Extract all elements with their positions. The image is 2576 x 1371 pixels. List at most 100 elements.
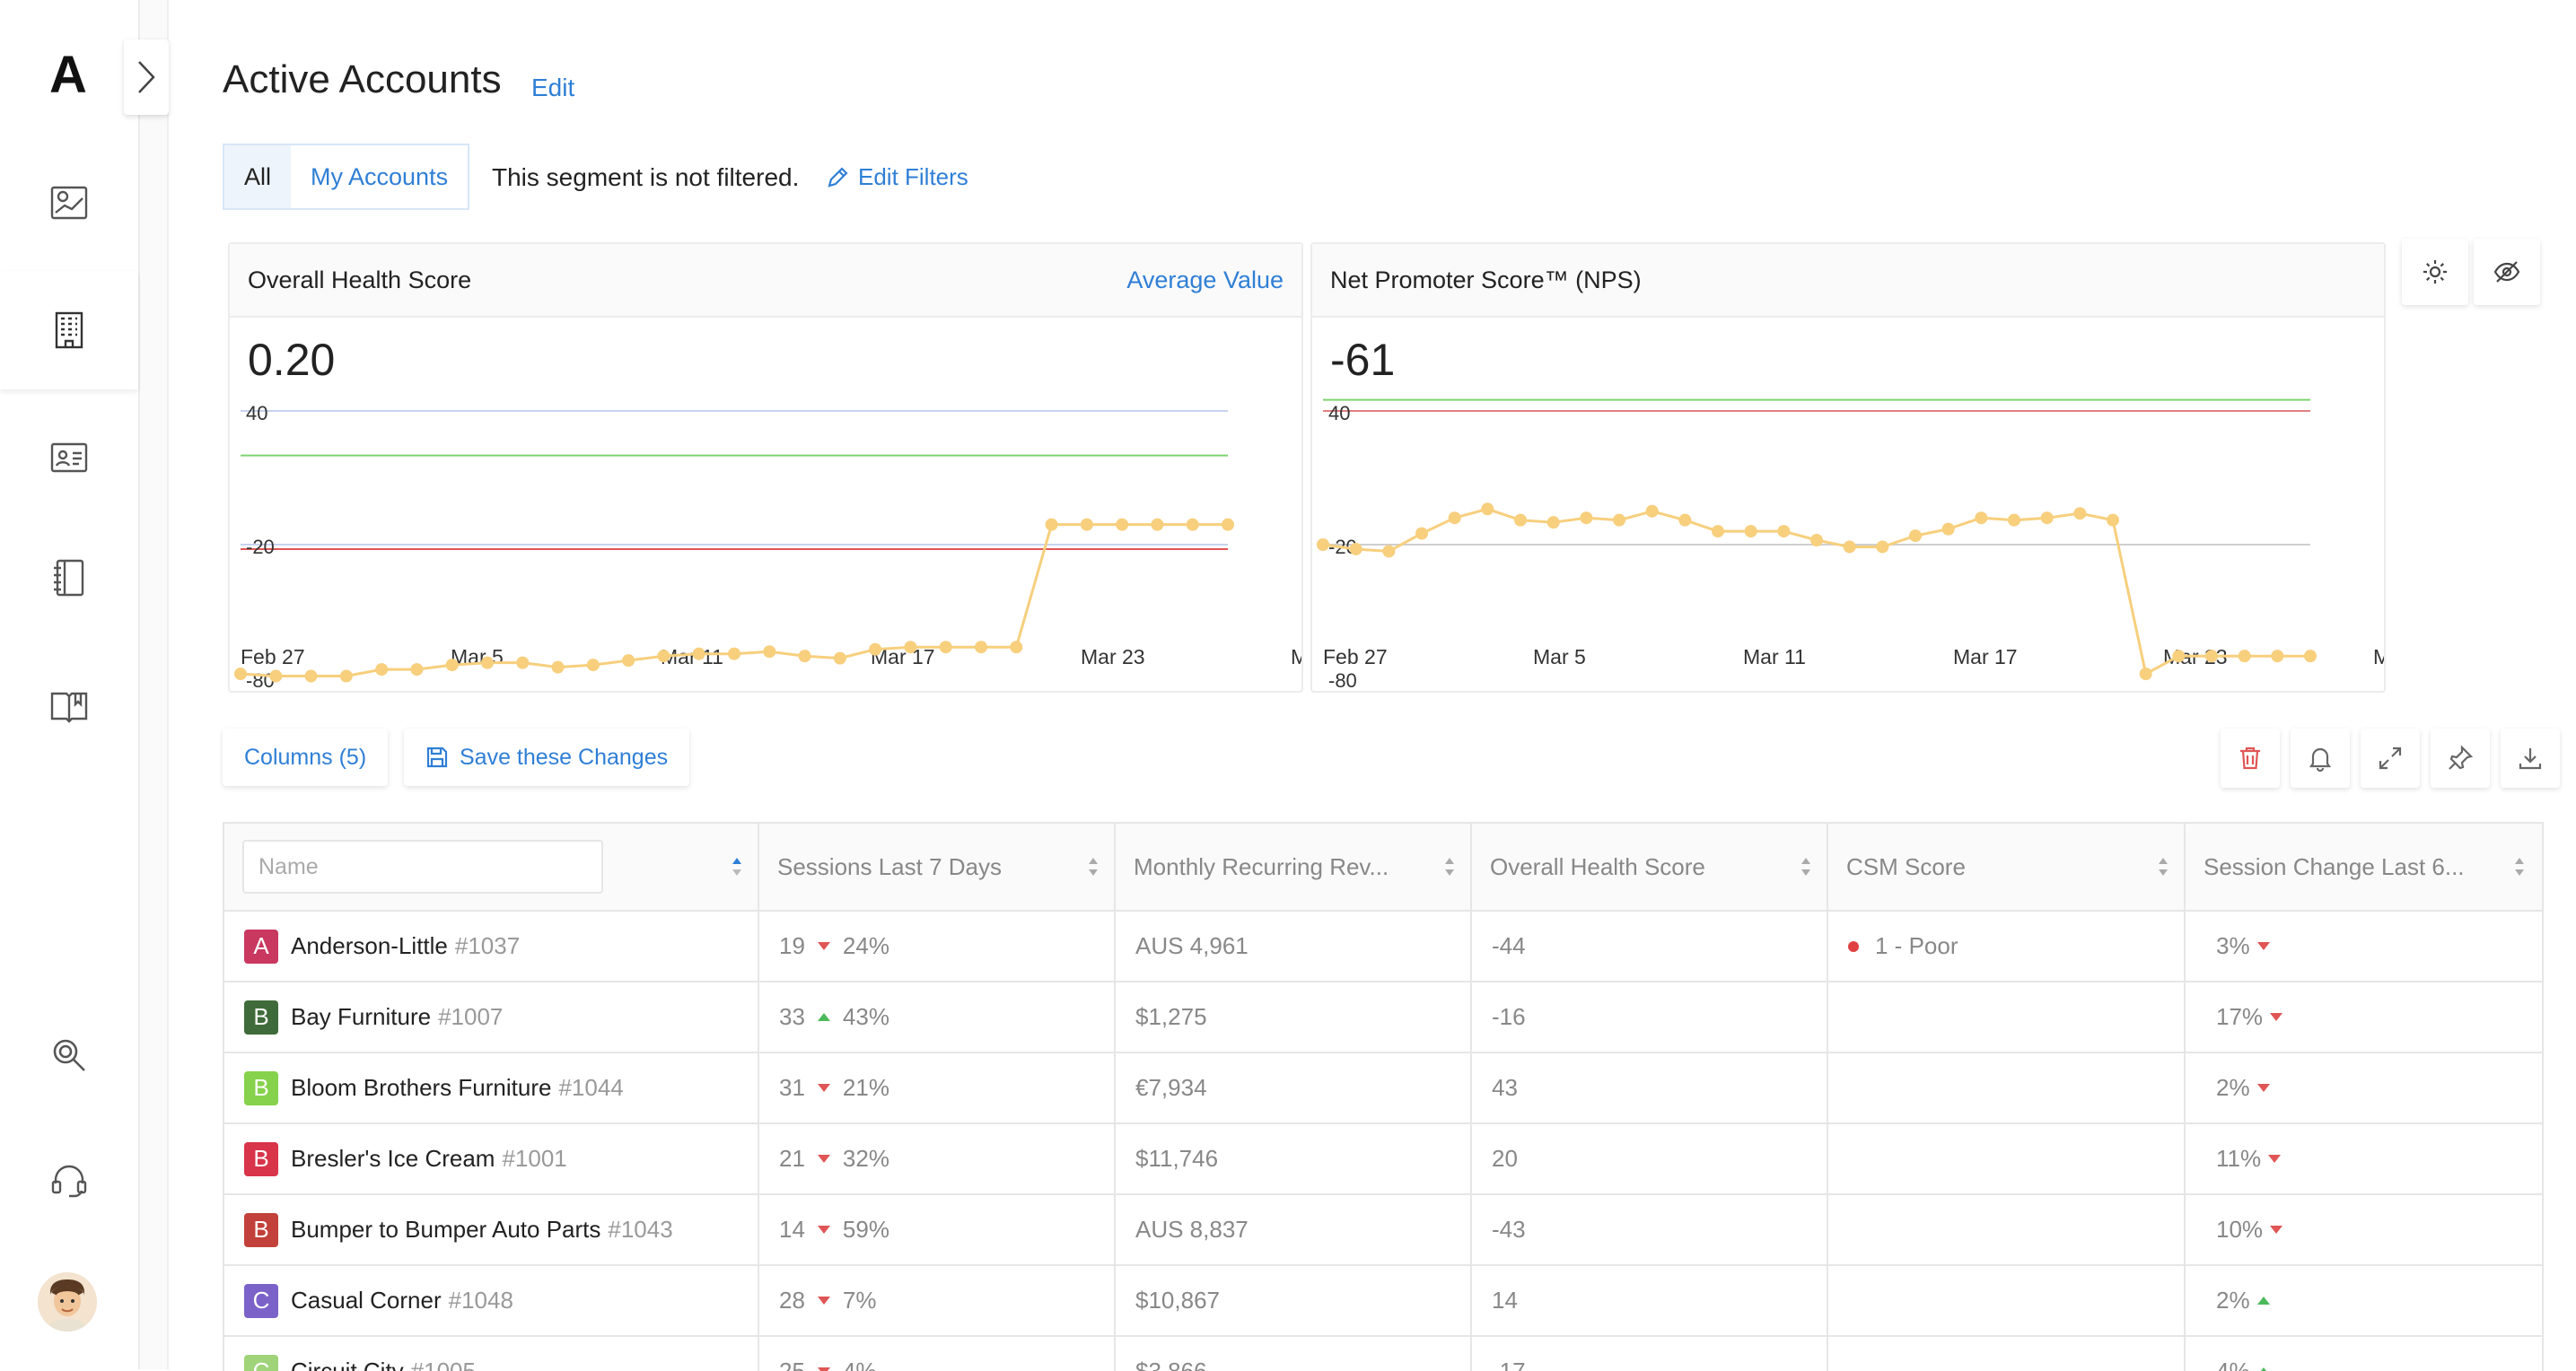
health-cell: -16 xyxy=(1472,982,1828,1052)
user-avatar[interactable] xyxy=(38,1272,97,1332)
name-column-header[interactable]: Name xyxy=(224,824,759,910)
health-column-header[interactable]: Overall Health Score xyxy=(1472,824,1828,910)
sessions-column-header[interactable]: Sessions Last 7 Days xyxy=(759,824,1116,910)
data-point xyxy=(269,670,282,683)
columns-button[interactable]: Columns (5) xyxy=(223,729,388,786)
save-changes-label: Save these Changes xyxy=(460,745,668,771)
health-cell: 14 xyxy=(1472,1266,1828,1335)
data-point xyxy=(1547,516,1560,528)
mrr-cell: $10,867 xyxy=(1116,1266,1472,1335)
nav-playbooks[interactable] xyxy=(0,519,138,637)
mrr-value: AUS 8,837 xyxy=(1135,1216,1249,1244)
status-dot-icon xyxy=(1848,941,1859,952)
tab-all[interactable]: All xyxy=(224,145,291,208)
sessions-percent: 59% xyxy=(843,1216,889,1244)
data-point xyxy=(375,663,388,676)
account-name[interactable]: Bloom Brothers Furniture xyxy=(291,1074,551,1102)
account-name[interactable]: Casual Corner xyxy=(291,1287,442,1314)
nav-search[interactable] xyxy=(0,996,138,1114)
chart-settings-button[interactable] xyxy=(2402,239,2468,305)
table-header: Name Sessions Last 7 Days Monthly Recurr… xyxy=(224,824,2542,912)
mrr-column-header[interactable]: Monthly Recurring Rev... xyxy=(1116,824,1472,910)
dashboard-icon xyxy=(48,182,90,223)
sessions-value: 31 xyxy=(779,1074,805,1102)
csm-cell xyxy=(1828,1124,2186,1193)
hide-charts-button[interactable] xyxy=(2474,239,2540,305)
nav-library[interactable] xyxy=(0,646,138,764)
session-change-value: 11% xyxy=(2216,1145,2261,1173)
account-name[interactable]: Bresler's Ice Cream xyxy=(291,1145,495,1173)
mrr-cell: AUS 8,837 xyxy=(1116,1195,1472,1264)
collapse-sidebar-button[interactable] xyxy=(124,39,169,115)
search-icon xyxy=(48,1035,90,1076)
session-change-column-header[interactable]: Session Change Last 6... xyxy=(2186,824,2540,910)
sessions-value: 33 xyxy=(779,1003,805,1031)
page-title: Active Accounts xyxy=(223,57,502,102)
trend-arrow-icon xyxy=(818,1155,830,1163)
y-tick-label: 40 xyxy=(1328,402,1350,424)
account-id: #1037 xyxy=(455,932,520,960)
tab-my-accounts[interactable]: My Accounts xyxy=(291,145,468,208)
csm-cell xyxy=(1828,1053,2186,1122)
mrr-value: $10,867 xyxy=(1135,1287,1220,1314)
nav-dashboard[interactable] xyxy=(0,144,138,262)
account-name[interactable]: Bay Furniture xyxy=(291,1003,431,1031)
data-point xyxy=(481,657,494,669)
mrr-value: €7,934 xyxy=(1135,1074,1207,1102)
trend-arrow-icon xyxy=(818,1226,830,1234)
segment-tabs: All My Accounts xyxy=(223,144,469,210)
mrr-cell: AUS 4,961 xyxy=(1116,912,1472,981)
nav-support[interactable] xyxy=(0,1122,138,1240)
data-point xyxy=(975,641,987,653)
sessions-percent: 24% xyxy=(843,932,889,960)
data-point xyxy=(1317,538,1329,551)
nav-contacts[interactable] xyxy=(0,398,138,517)
save-changes-button[interactable]: Save these Changes xyxy=(404,729,689,786)
edit-filters-link[interactable]: Edit Filters xyxy=(826,163,968,191)
app-logo[interactable]: A xyxy=(45,52,92,99)
csm-cell xyxy=(1828,1195,2186,1264)
sessions-percent: 32% xyxy=(843,1145,889,1173)
y-tick-label: -80 xyxy=(1328,669,1357,691)
edit-filters-label: Edit Filters xyxy=(858,163,968,191)
columns-label: Columns (5) xyxy=(244,745,366,771)
x-tick-label: Feb 27 xyxy=(1323,645,1388,668)
account-id: #1048 xyxy=(449,1287,513,1314)
pin-button[interactable] xyxy=(2431,729,2490,788)
trash-icon xyxy=(2236,744,2265,773)
mrr-cell: $1,275 xyxy=(1116,982,1472,1052)
trend-arrow-icon xyxy=(818,1297,830,1305)
account-name[interactable]: Anderson-Little xyxy=(291,932,448,960)
csm-column-header[interactable]: CSM Score xyxy=(1828,824,2186,910)
nav-accounts[interactable] xyxy=(0,271,138,389)
alert-button[interactable] xyxy=(2291,729,2350,788)
column-label: CSM Score xyxy=(1846,853,1966,881)
data-point xyxy=(1876,540,1888,553)
name-filter-input[interactable]: Name xyxy=(242,840,603,894)
delete-button[interactable] xyxy=(2221,729,2280,788)
data-point xyxy=(1613,514,1625,527)
account-name[interactable]: Bumper to Bumper Auto Parts xyxy=(291,1216,600,1244)
edit-title-link[interactable]: Edit xyxy=(531,74,574,102)
download-button[interactable] xyxy=(2501,729,2560,788)
expand-button[interactable] xyxy=(2361,729,2420,788)
book-icon xyxy=(48,685,90,726)
mrr-cell: $11,746 xyxy=(1116,1124,1472,1193)
session-change-cell: 2% xyxy=(2186,1053,2540,1122)
